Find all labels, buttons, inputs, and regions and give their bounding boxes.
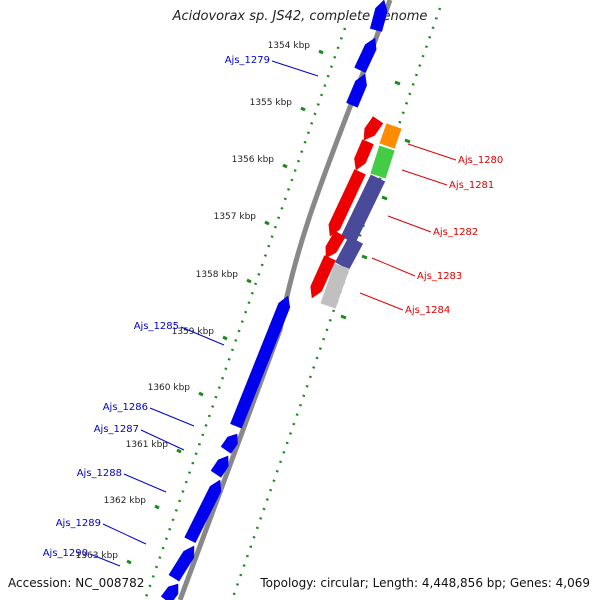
forward-gene — [369, 0, 388, 32]
forward-gene-label: Ajs_1287 — [94, 424, 139, 435]
forward-leader-line — [140, 429, 185, 451]
right-major-tick — [340, 314, 347, 320]
cog-band — [334, 236, 364, 270]
ruler-label: 1358 kbp — [196, 270, 239, 280]
ruler-label: 1362 kbp — [104, 496, 147, 506]
ruler-label: 1356 kbp — [232, 155, 275, 165]
forward-gene — [354, 37, 377, 73]
ruler-major-tick — [318, 49, 324, 55]
ruler-major-tick — [246, 278, 252, 284]
ruler-major-tick — [154, 504, 160, 510]
right-major-tick — [404, 138, 411, 144]
forward-gene-label: Ajs_1285 — [134, 321, 179, 332]
reverse-gene-label: Ajs_1281 — [449, 180, 494, 191]
forward-gene — [160, 583, 179, 600]
reverse-gene-label: Ajs_1280 — [458, 155, 503, 166]
reverse-leader-line — [371, 257, 416, 277]
cog-band — [320, 263, 350, 309]
ruler-ticks: 1354 kbp 1355 kbp 1356 kbp 1357 kbp 1358 kbp… — [76, 7, 442, 600]
forward-gene — [346, 73, 367, 108]
forward-leader-line — [123, 473, 167, 493]
forward-gene-label: Ajs_1288 — [77, 468, 122, 479]
forward-gene-label: Ajs_1279 — [225, 55, 270, 66]
ruler-major-tick — [126, 559, 132, 565]
right-major-tick — [381, 195, 388, 201]
forward-leader-line — [180, 326, 225, 346]
left-tick-track — [143, 27, 347, 600]
forward-leader-line — [102, 523, 147, 545]
forward-leader-line — [149, 407, 195, 427]
ruler-major-tick — [198, 391, 204, 397]
accession-text: Accession: NC_008782 — [8, 576, 145, 590]
forward-gene-label: Ajs_1289 — [56, 518, 101, 529]
gene-track — [160, 0, 388, 600]
ruler-major-tick — [222, 335, 228, 341]
reverse-leader-line — [401, 169, 448, 186]
ruler-label: 1354 kbp — [268, 41, 311, 51]
map-title: Acidovorax sp. JS42, complete genome — [172, 9, 428, 24]
cog-band — [379, 123, 402, 149]
cog-track — [320, 123, 402, 309]
reverse-gene-label: Ajs_1282 — [433, 227, 478, 238]
right-major-tick — [361, 254, 368, 260]
ruler-major-tick — [176, 448, 182, 454]
ruler-label: 1363 kbp — [76, 551, 119, 561]
ruler-major-tick — [300, 106, 306, 112]
reverse-gene-label: Ajs_1284 — [405, 305, 450, 316]
cog-band — [340, 174, 386, 244]
forward-leader-line — [89, 553, 121, 567]
gene-labels: Ajs_1279 Ajs_1285 Ajs_1286 Ajs_1287 Ajs_1288… — [43, 55, 503, 567]
ruler-label: 1355 kbp — [250, 98, 293, 108]
forward-gene — [184, 479, 222, 544]
reverse-gene-label: Ajs_1283 — [417, 271, 462, 282]
reverse-gene — [363, 116, 384, 141]
cog-band — [370, 145, 395, 179]
forward-gene — [230, 295, 291, 429]
reverse-gene — [354, 139, 374, 171]
forward-gene — [168, 545, 195, 582]
forward-leader-line — [271, 60, 319, 77]
reverse-leader-line — [387, 215, 432, 233]
reverse-gene — [325, 230, 346, 259]
reverse-gene — [310, 255, 336, 299]
forward-gene-label: Ajs_1286 — [103, 402, 148, 413]
topology-text: Topology: circular; Length: 4,448,856 bp… — [260, 576, 590, 590]
ruler-major-tick — [264, 220, 270, 226]
forward-gene-label: Ajs_1290 — [43, 548, 88, 559]
ruler-major-tick — [282, 163, 288, 169]
ruler-label: 1360 kbp — [148, 383, 191, 393]
ruler-label: 1357 kbp — [214, 212, 257, 222]
ruler-label: 1361 kbp — [126, 440, 169, 450]
forward-gene — [210, 455, 229, 478]
reverse-leader-line — [407, 143, 457, 161]
forward-gene — [220, 433, 238, 454]
reverse-leader-line — [359, 292, 404, 311]
right-major-tick — [394, 80, 401, 86]
